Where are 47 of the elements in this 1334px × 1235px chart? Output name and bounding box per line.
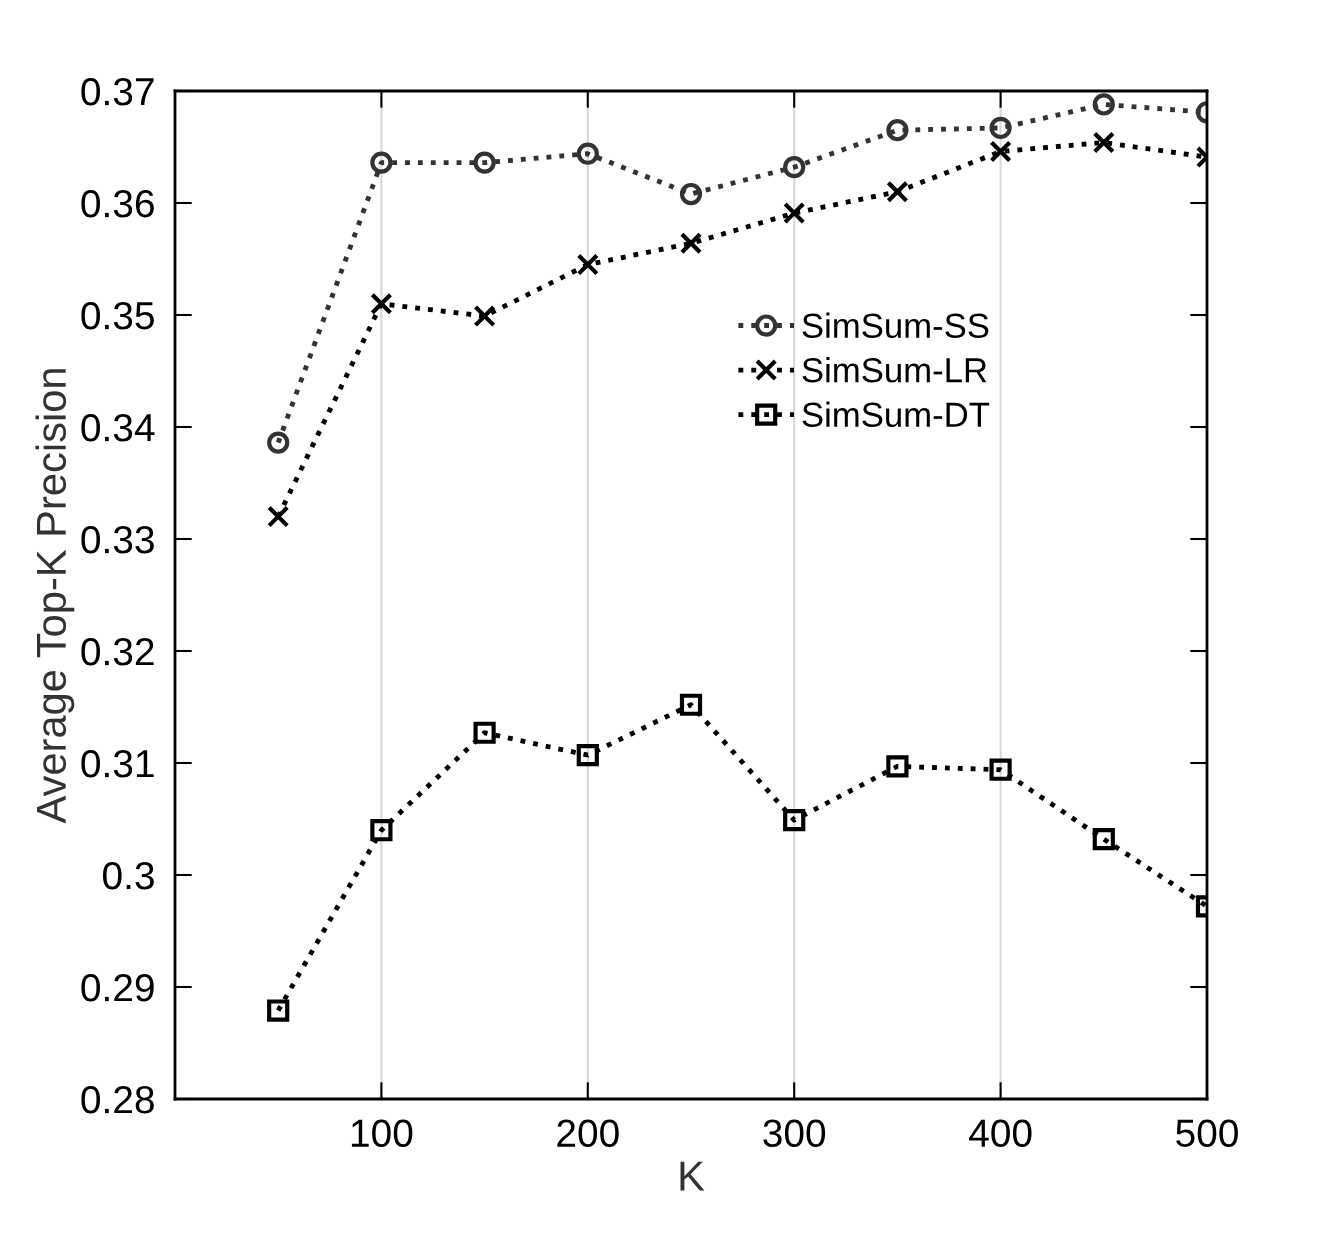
point — [370, 292, 393, 315]
point — [886, 119, 909, 142]
point — [989, 758, 1012, 781]
point — [576, 253, 599, 276]
x-tick-label: 300 — [763, 1119, 826, 1148]
point — [989, 116, 1012, 140]
point — [267, 999, 290, 1022]
point — [267, 505, 290, 528]
point — [886, 180, 909, 203]
point — [783, 201, 806, 225]
point — [370, 151, 393, 174]
point — [576, 142, 599, 165]
point — [1092, 131, 1115, 154]
x-tick-label: 400 — [969, 1119, 1032, 1148]
point — [473, 305, 496, 328]
y-tick-label: 0.3 — [103, 861, 154, 890]
point — [679, 182, 703, 206]
y-tick-label: 0.28 — [81, 1085, 154, 1114]
y-tick-label: 0.31 — [81, 749, 154, 778]
x-tick-label: 100 — [351, 1119, 413, 1148]
point — [679, 693, 703, 716]
point — [1092, 828, 1115, 851]
point — [783, 809, 806, 832]
point — [783, 156, 806, 179]
point — [473, 721, 496, 744]
legend-label: SimSum-LR — [802, 357, 987, 383]
x-tick-label: 500 — [1176, 1119, 1238, 1148]
y-tick-label: 0.32 — [81, 637, 154, 666]
x-axis-title: K — [680, 1161, 705, 1191]
point — [1092, 93, 1115, 116]
point — [267, 431, 290, 454]
y-tick-label: 0.36 — [81, 189, 154, 218]
point — [473, 151, 496, 174]
legend-label: SimSum-SS — [802, 312, 989, 339]
legend-label: SimSum-DT — [802, 401, 990, 428]
y-tick-label: 0.29 — [81, 973, 154, 1002]
point — [576, 744, 599, 767]
point — [989, 140, 1012, 163]
y-tick-label: 0.35 — [81, 301, 154, 330]
x-tick-label: 200 — [557, 1119, 619, 1148]
y-tick-label: 0.34 — [81, 413, 155, 442]
point — [679, 232, 703, 255]
y-axis-title: Average Top-K Precision — [35, 369, 75, 824]
y-tick-label: 0.33 — [81, 525, 154, 554]
point — [370, 819, 393, 842]
y-tick-label: 0.37 — [81, 77, 154, 106]
point — [886, 755, 909, 778]
